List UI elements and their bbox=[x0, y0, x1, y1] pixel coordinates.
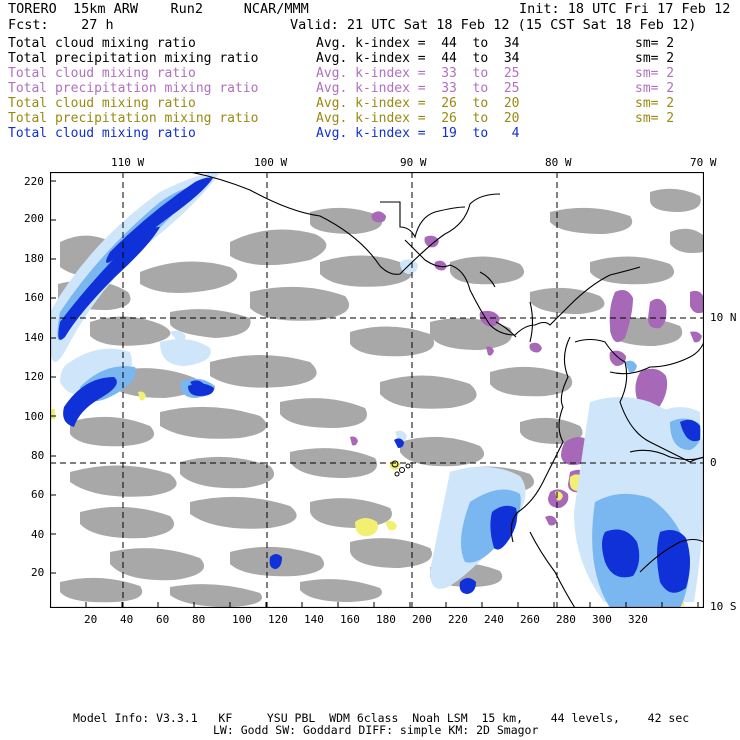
legend-k-index: Avg. k-index = 33 to 25 bbox=[316, 66, 520, 81]
y-tick: 40 bbox=[31, 528, 45, 541]
map-frame bbox=[49, 171, 705, 609]
x-tick: 80 bbox=[192, 613, 206, 626]
legend-smoothing: sm= 2 bbox=[635, 81, 675, 96]
galapagos-islands bbox=[391, 460, 411, 477]
x-tick: 180 bbox=[376, 613, 396, 626]
legend-smoothing: sm= 2 bbox=[635, 66, 675, 81]
forecast-hour: Fcst: 27 h bbox=[8, 17, 114, 33]
lon-label: 70 W bbox=[690, 156, 717, 169]
legend-field: Total cloud mixing ratio bbox=[8, 36, 196, 51]
legend-field: Total precipitation mixing ratio bbox=[8, 51, 259, 66]
y-tick: 160 bbox=[24, 291, 44, 304]
legend-smoothing: sm= 2 bbox=[635, 36, 675, 51]
legend-smoothing: sm= 2 bbox=[635, 111, 675, 126]
y-tick: 80 bbox=[31, 449, 45, 462]
legend-row: Total precipitation mixing ratio Avg. k-… bbox=[8, 111, 728, 126]
map-panel bbox=[49, 171, 725, 609]
legend-row: Total cloud mixing ratio Avg. k-index = … bbox=[8, 96, 728, 111]
lon-label: 90 W bbox=[400, 156, 427, 169]
legend-row: Total precipitation mixing ratio Avg. k-… bbox=[8, 81, 728, 96]
x-tick: 200 bbox=[412, 613, 432, 626]
legend-k-index: Avg. k-index = 33 to 25 bbox=[316, 81, 520, 96]
x-tick: 260 bbox=[520, 613, 540, 626]
model-info-line1: Model Info: V3.3.1 KF YSU PBL WDM 6class… bbox=[73, 711, 690, 725]
y-tick: 20 bbox=[31, 566, 45, 579]
legend-field: Total cloud mixing ratio bbox=[8, 126, 196, 141]
legend-row: Total cloud mixing ratio Avg. k-index = … bbox=[8, 36, 728, 51]
x-tick: 240 bbox=[484, 613, 504, 626]
legend-row: Total precipitation mixing ratio Avg. k-… bbox=[8, 51, 728, 66]
x-tick: 280 bbox=[556, 613, 576, 626]
y-tick: 180 bbox=[24, 252, 44, 265]
lon-label: 100 W bbox=[254, 156, 288, 169]
y-tick: 200 bbox=[24, 212, 44, 225]
legend-field: Total cloud mixing ratio bbox=[8, 96, 196, 111]
lon-label: 80 W bbox=[545, 156, 572, 169]
y-tick: 120 bbox=[24, 370, 44, 383]
x-tick: 40 bbox=[120, 613, 134, 626]
legend-k-index: Avg. k-index = 44 to 34 bbox=[316, 51, 520, 66]
model-info-line2: LW: Godd SW: Goddard DIFF: simple KM: 2D… bbox=[213, 723, 539, 737]
legend-k-index: Avg. k-index = 19 to 4 bbox=[316, 126, 520, 141]
lat-label: 10 S bbox=[710, 600, 737, 613]
y-tick: 100 bbox=[24, 410, 44, 423]
x-tick: 320 bbox=[628, 613, 648, 626]
legend-field: Total precipitation mixing ratio bbox=[8, 111, 259, 126]
x-tick: 300 bbox=[592, 613, 612, 626]
lat-label: 10 N bbox=[710, 311, 737, 324]
cloud-map bbox=[49, 171, 725, 609]
legend-smoothing: sm= 2 bbox=[635, 96, 675, 111]
legend-k-index: Avg. k-index = 26 to 20 bbox=[316, 96, 520, 111]
y-tick: 220 bbox=[24, 175, 44, 188]
x-tick: 220 bbox=[448, 613, 468, 626]
init-time: Init: 18 UTC Fri 17 Feb 12 bbox=[519, 1, 731, 17]
legend-row: Total cloud mixing ratio Avg. k-index = … bbox=[8, 126, 728, 141]
legend-k-index: Avg. k-index = 44 to 34 bbox=[316, 36, 520, 51]
coastlines bbox=[189, 171, 725, 609]
x-tick: 20 bbox=[84, 613, 98, 626]
legend-field: Total cloud mixing ratio bbox=[8, 66, 196, 81]
x-tick: 100 bbox=[232, 613, 252, 626]
x-tick: 140 bbox=[304, 613, 324, 626]
lat-label: 0 bbox=[710, 456, 717, 469]
model-title: TORERO 15km ARW Run2 NCAR/MMM bbox=[8, 1, 309, 17]
legend-field: Total precipitation mixing ratio bbox=[8, 81, 259, 96]
legend-row: Total cloud mixing ratio Avg. k-index = … bbox=[8, 66, 728, 81]
valid-time: Valid: 21 UTC Sat 18 Feb 12 (15 CST Sat … bbox=[290, 17, 697, 33]
latlon-grid bbox=[50, 172, 704, 608]
axis-ticks bbox=[50, 180, 699, 608]
blue-dark-cloud-field bbox=[58, 177, 700, 594]
y-tick: 140 bbox=[24, 331, 44, 344]
x-tick: 60 bbox=[156, 613, 170, 626]
lon-label: 110 W bbox=[111, 156, 145, 169]
y-tick: 60 bbox=[31, 488, 45, 501]
x-tick: 160 bbox=[340, 613, 360, 626]
legend-smoothing: sm= 2 bbox=[635, 51, 675, 66]
legend-k-index: Avg. k-index = 26 to 20 bbox=[316, 111, 520, 126]
x-tick: 120 bbox=[268, 613, 288, 626]
